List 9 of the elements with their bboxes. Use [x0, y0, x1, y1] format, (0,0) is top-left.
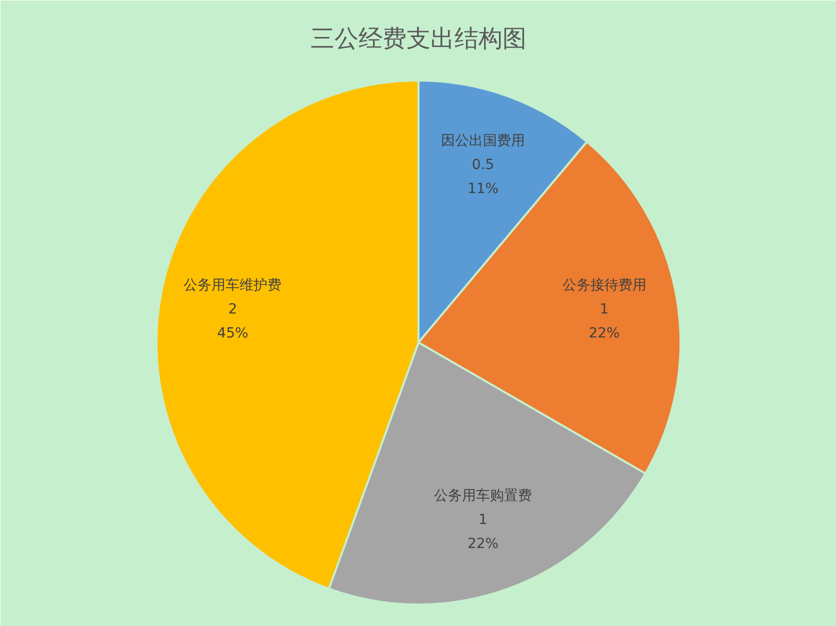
data-label: 1 22% — [467, 512, 499, 552]
data-label: 2 45% — [217, 302, 248, 342]
data-label: 0.5 11% — [467, 157, 499, 198]
data-label: 1 22% — [588, 302, 620, 342]
slice-label: 公务用车维护费 — [184, 278, 282, 294]
slice-label: 因公出国费用 — [441, 133, 526, 150]
slice-label: 公务接待费用 — [562, 278, 646, 294]
chart-title: 三公经费支出结构图 — [310, 24, 526, 52]
slice-label: 公务用车购置费 — [434, 488, 532, 504]
